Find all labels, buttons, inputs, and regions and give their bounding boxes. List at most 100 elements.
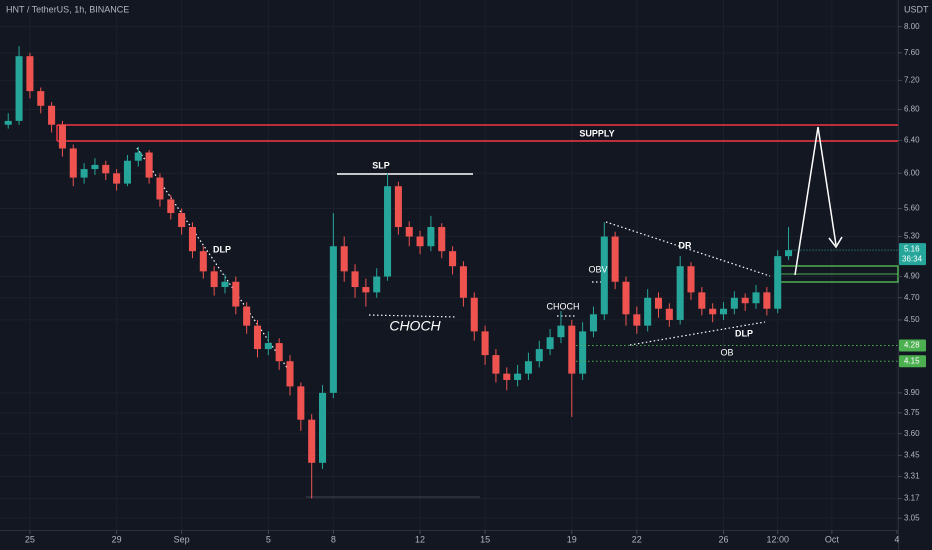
y-tick-label: 3.31 — [904, 472, 920, 481]
candle-body — [167, 199, 175, 214]
last-price-tag — [899, 243, 926, 266]
candle-body — [199, 251, 207, 272]
candle-body — [654, 297, 663, 309]
annotation: DLP — [213, 244, 231, 254]
annotation: DLP — [735, 328, 753, 338]
y-tick-label: 3.75 — [904, 408, 920, 417]
y-tick-label: 6.40 — [904, 136, 920, 145]
candle-body — [622, 281, 630, 315]
y-tick-label: 7.60 — [904, 48, 920, 57]
candle-body — [785, 250, 793, 257]
candle-body — [232, 281, 240, 307]
countdown: 36:34 — [902, 254, 923, 263]
x-tick-label: 22 — [632, 534, 642, 544]
candle-body — [589, 314, 597, 332]
last-price-label: 5.16 — [904, 244, 920, 253]
annotation: DR — [679, 240, 692, 250]
candle-body — [243, 306, 251, 326]
candle-body — [4, 120, 12, 125]
candle-body — [69, 148, 77, 178]
annotation: SUPPLY — [579, 128, 614, 138]
candle-body — [102, 164, 110, 174]
candle-body — [557, 325, 565, 338]
y-tick-label: 4.70 — [904, 293, 920, 302]
annotation: OBV — [588, 264, 607, 274]
candle-body — [644, 297, 652, 326]
candle-body — [319, 392, 327, 463]
candle-body — [698, 292, 706, 309]
candle-body — [503, 373, 511, 380]
candle-body — [459, 266, 467, 298]
y-tick-label: 6.00 — [904, 168, 920, 177]
grid — [0, 0, 898, 530]
candle-body — [535, 349, 543, 362]
candle-body — [741, 297, 749, 304]
y-tick-label: 5.60 — [904, 204, 920, 213]
annotation: OB — [720, 347, 733, 357]
annotation: SLP — [372, 160, 390, 170]
candle-body — [427, 227, 435, 247]
candle-body — [481, 331, 489, 356]
candles — [4, 46, 793, 499]
dlp-line — [136, 147, 293, 376]
candle-body — [80, 169, 88, 178]
candle-body — [611, 236, 619, 282]
candle-body — [123, 160, 131, 184]
candle-body — [719, 308, 728, 315]
candle-body — [264, 343, 272, 350]
candle-body — [568, 325, 576, 374]
candle-body — [394, 186, 402, 228]
candle-body — [275, 343, 283, 362]
candle-body — [351, 271, 359, 288]
candle-body — [253, 325, 262, 350]
candle-body — [730, 297, 738, 309]
x-tick-label: 4 — [894, 534, 899, 544]
y-tick-label: 3.60 — [904, 429, 920, 438]
candle-body — [752, 292, 760, 304]
candle-body — [524, 361, 532, 374]
y-tick-label: 3.17 — [904, 494, 920, 503]
x-tick-label: Sep — [174, 534, 190, 544]
y-tick-label: 4.50 — [904, 315, 920, 324]
dlp-line — [629, 321, 766, 346]
candle-body — [665, 308, 673, 320]
price-level-tag — [899, 339, 926, 352]
y-tick-label: 4.90 — [904, 272, 920, 281]
price-level-label: 4.28 — [904, 341, 920, 350]
x-tick-label: 15 — [480, 534, 490, 544]
candle-body — [58, 124, 66, 149]
x-tick-label: 12 — [415, 534, 425, 544]
candle-body — [600, 236, 608, 315]
arrow-head — [828, 236, 843, 249]
candle-body — [384, 186, 392, 277]
candle-body — [26, 56, 34, 92]
candle-body — [514, 373, 522, 380]
candle-body — [134, 152, 142, 161]
candle-body — [286, 361, 294, 387]
candle-body — [416, 236, 424, 247]
candle-body — [492, 355, 500, 374]
candle-body — [676, 266, 684, 320]
candle-body — [221, 281, 229, 288]
symbol-title: HNT / TetherUS, 1h, BINANCE — [6, 4, 129, 14]
annotation: CHOCH — [547, 301, 580, 311]
projection-arrow — [794, 126, 837, 276]
candle-body — [308, 419, 316, 463]
candle-body — [687, 266, 695, 293]
y-tick-label: 7.20 — [904, 75, 920, 84]
candle-body — [113, 173, 121, 184]
price-level-label: 4.15 — [904, 356, 920, 365]
x-tick-label: 29 — [112, 534, 122, 544]
candle-body — [156, 177, 164, 200]
y-tick-label: 6.80 — [904, 105, 920, 114]
candle-body — [210, 271, 218, 288]
candle-body — [633, 314, 641, 326]
candle-body — [91, 164, 99, 170]
price-level-tag — [899, 355, 926, 368]
candle-body — [373, 276, 381, 293]
candle-body — [449, 251, 457, 267]
y-tick-label: 5.30 — [904, 232, 920, 241]
candle-body — [579, 331, 587, 374]
candle-body — [709, 308, 717, 315]
